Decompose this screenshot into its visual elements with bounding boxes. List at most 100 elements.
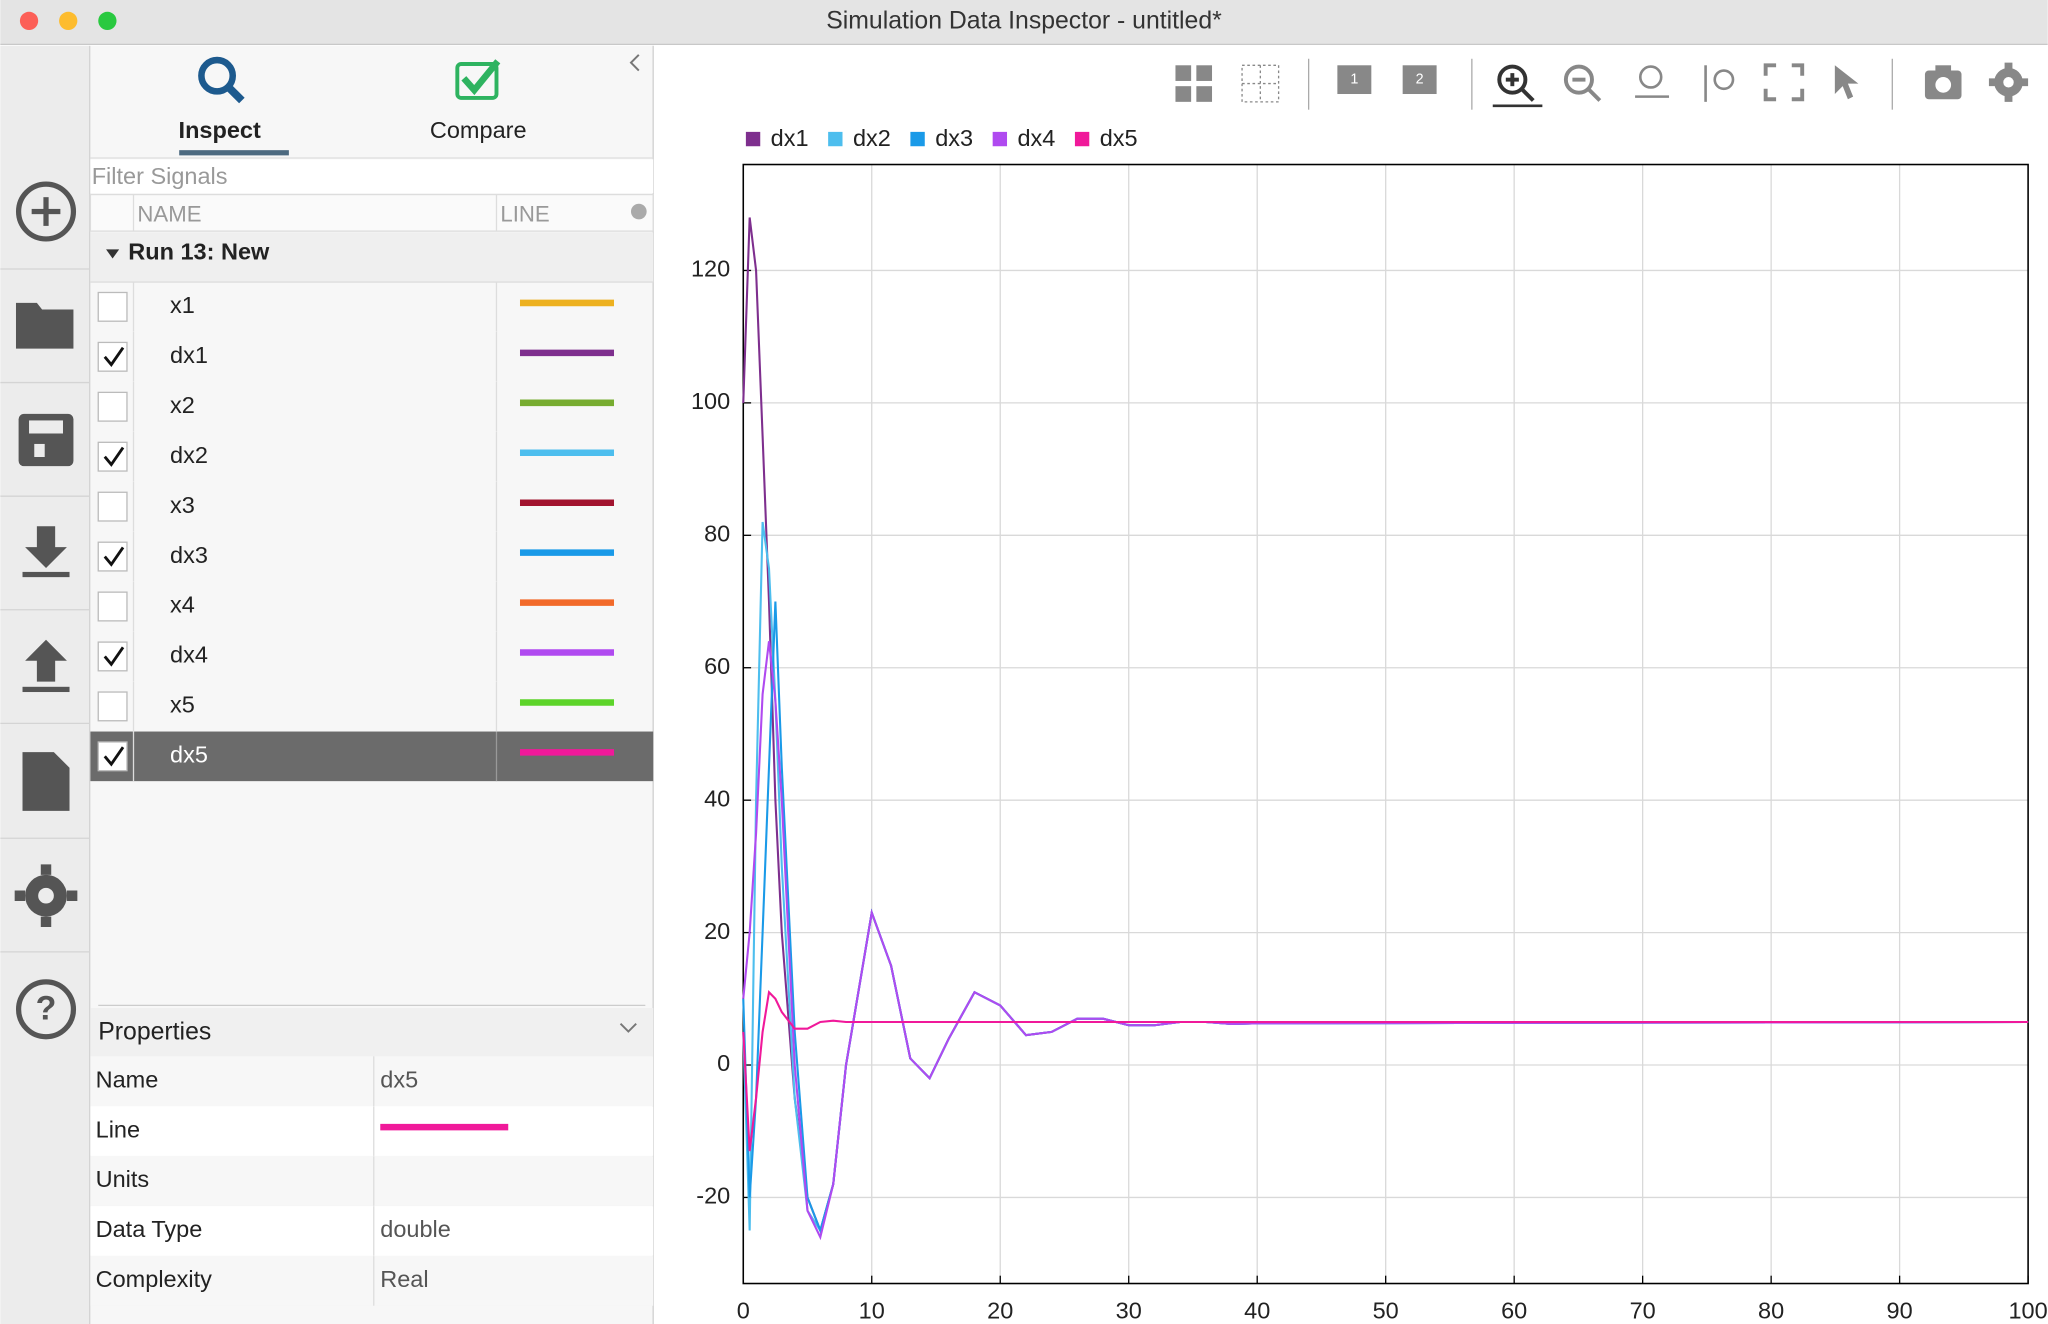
y-tick-label: 120	[691, 256, 730, 282]
export-button[interactable]	[22, 526, 70, 578]
y-tick-label: 0	[717, 1050, 730, 1076]
x-tick-label: 0	[737, 1297, 750, 1323]
y-tick-label: 40	[704, 785, 730, 811]
filter-placeholder: Filter Signals	[92, 163, 228, 189]
signal-row[interactable]: dx4	[97, 631, 615, 682]
zoom-x-button[interactable]	[1635, 65, 1670, 98]
x-tick-label: 10	[859, 1297, 885, 1323]
property-row	[90, 1156, 654, 1206]
signal-name: dx1	[170, 342, 208, 368]
fit-button[interactable]	[1763, 63, 1805, 102]
signal-row[interactable]: dx1	[97, 331, 615, 382]
legend-swatch	[992, 131, 1008, 147]
checkbox[interactable]	[97, 541, 128, 572]
filter-box[interactable]	[90, 159, 654, 194]
checkmark	[103, 546, 125, 567]
legend-label: dx5	[1100, 125, 1138, 151]
run-label: Run 13: New	[128, 239, 270, 265]
checkbox[interactable]	[97, 391, 128, 422]
checkmark	[103, 646, 125, 667]
expand-arrow[interactable]	[106, 249, 120, 259]
signal-name: x1	[170, 292, 195, 318]
open-button[interactable]	[15, 302, 74, 349]
title-bar	[0, 0, 2048, 45]
grid-button[interactable]	[1241, 64, 1280, 103]
run-row[interactable]	[90, 232, 654, 283]
help-button[interactable]: ?	[15, 979, 77, 1040]
checkbox[interactable]	[97, 691, 128, 722]
signal-list: x1 dx1 x2 dx2 x3 dx3 x4 dx4 x5 dx5	[90, 282, 654, 782]
zoom-in-button[interactable]	[1492, 64, 1543, 108]
y-tick-label: 100	[691, 388, 730, 414]
checkbox[interactable]	[97, 591, 128, 622]
signal-row[interactable]: x2	[97, 381, 615, 432]
legend-swatch	[745, 131, 761, 147]
sidebar-separators	[0, 268, 90, 953]
zoom-button[interactable]	[98, 11, 117, 31]
layout-button[interactable]	[1175, 65, 1213, 102]
collapse-button[interactable]	[619, 1022, 637, 1033]
subplot-1-button[interactable]: 1	[1337, 65, 1372, 95]
cursor-button[interactable]	[1834, 65, 1859, 100]
sidebar	[0, 45, 90, 1324]
property-label: Units	[96, 1166, 150, 1192]
snapshot-button[interactable]	[1924, 65, 1962, 100]
minimize-button[interactable]	[59, 11, 78, 31]
signal-row[interactable]: dx3	[97, 531, 615, 582]
signal-row[interactable]: x1	[97, 282, 615, 332]
column-header: LINE	[500, 201, 549, 226]
compare-tab[interactable]: Compare	[430, 59, 527, 143]
subplot-2-button[interactable]: 2	[1402, 65, 1437, 95]
checkmark	[103, 346, 125, 367]
x-tick-label: 60	[1501, 1297, 1527, 1323]
y-tick-label: 20	[704, 918, 730, 944]
svg-text:2: 2	[1416, 71, 1424, 87]
properties-title: Properties	[98, 1018, 211, 1045]
y-tick-label: 60	[704, 653, 730, 679]
property-label: Line	[96, 1116, 140, 1142]
column-settings[interactable]	[630, 203, 647, 220]
signal-row[interactable]: dx5	[90, 731, 654, 782]
checkbox[interactable]	[97, 741, 128, 772]
toolbar: 1 2	[1175, 58, 2029, 110]
x-tick-label: 20	[987, 1297, 1013, 1323]
zoom-out-button[interactable]	[1563, 64, 1602, 102]
signal-name: dx4	[170, 642, 208, 668]
signal-row[interactable]: dx2	[97, 431, 615, 482]
save-button[interactable]	[18, 413, 74, 467]
y-tick-label: 80	[704, 521, 730, 547]
collapse-button[interactable]	[629, 54, 640, 72]
import-button[interactable]	[22, 639, 70, 693]
signal-row[interactable]: x3	[97, 481, 615, 532]
property-row	[90, 1056, 654, 1106]
checkbox[interactable]	[97, 291, 128, 322]
close-button[interactable]	[19, 11, 39, 31]
signal-row[interactable]: x4	[97, 581, 615, 632]
checkbox[interactable]	[97, 341, 128, 372]
legend-swatch	[828, 131, 843, 147]
inspect-tab[interactable]: Inspect	[179, 56, 289, 156]
zoom-y-button[interactable]	[1704, 65, 1735, 102]
signal-name: x4	[170, 592, 195, 618]
checkbox[interactable]	[97, 641, 128, 672]
report-button[interactable]	[22, 752, 70, 811]
property-label: Complexity	[96, 1266, 212, 1292]
x-tick-label: 50	[1373, 1297, 1399, 1323]
property-value: double	[380, 1216, 451, 1242]
settings-button[interactable]	[14, 864, 78, 928]
checkmark	[103, 446, 125, 467]
x-tick-label: 30	[1116, 1297, 1142, 1323]
properties-header	[90, 1008, 654, 1057]
property-row	[90, 1206, 654, 1256]
checkbox[interactable]	[97, 491, 128, 522]
checkbox[interactable]	[97, 441, 128, 472]
new-button[interactable]	[15, 181, 77, 242]
property-row	[90, 1256, 654, 1306]
signal-row[interactable]: x5	[97, 681, 615, 732]
checkmark	[103, 746, 125, 767]
properties-table: Name dx5 Line Units Data Type double Complexit…	[90, 1056, 654, 1306]
series-line	[742, 641, 2029, 1241]
x-tick-label: 90	[1887, 1297, 1913, 1323]
settings-button[interactable]	[1988, 62, 2029, 102]
